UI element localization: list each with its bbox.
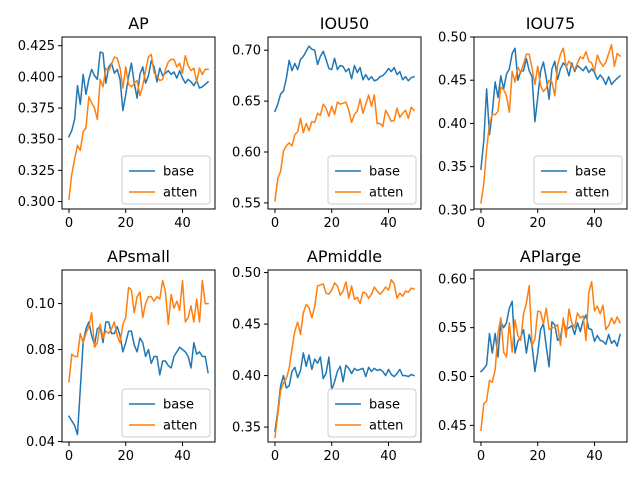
x-tick-label: 20 (117, 216, 134, 231)
y-tick-label: 0.350 (18, 133, 55, 148)
series-line-base (479, 300, 621, 373)
legend: base atten (121, 155, 211, 205)
x-tick-label: 20 (323, 449, 340, 464)
series-line-base (67, 321, 209, 436)
x-tick-label: 0 (65, 216, 73, 231)
legend-label-base: base (369, 165, 400, 180)
series-line-atten (274, 94, 416, 202)
legend-label-atten: atten (369, 186, 403, 201)
series-line-atten (68, 279, 209, 383)
subplot-title: IOU50 (320, 14, 369, 33)
y-tick-label: 0.04 (26, 435, 55, 450)
y-tick-label: 0.55 (438, 321, 467, 336)
legend: base atten (327, 388, 417, 438)
y-tick-label: 0.375 (18, 102, 55, 117)
y-tick-label: 0.325 (18, 164, 55, 179)
axes-frame (267, 36, 422, 210)
legend: base atten (533, 155, 623, 205)
subplot-1: 0 20 40 0.300 0.325 0.350 0.375 0.400 0.425 AP bas… (18, 14, 216, 231)
x-tick-label: 40 (586, 449, 603, 464)
legend-label-atten: atten (575, 186, 609, 201)
y-tick-label: 0.35 (232, 421, 261, 436)
y-tick-label: 0.65 (232, 95, 261, 110)
x-tick-label: 40 (586, 216, 603, 231)
x-tick-label: 20 (323, 216, 340, 231)
subplot-title: AP (128, 14, 149, 33)
axes-frame (267, 269, 422, 443)
y-tick-label: 0.40 (438, 117, 467, 132)
x-tick-label: 40 (174, 216, 191, 231)
subplot-4: 0 20 40 0.04 0.06 0.08 0.10 APsmall base atten (26, 247, 216, 464)
y-tick-label: 0.45 (438, 74, 467, 89)
subplot-6: 0 20 40 0.45 0.50 0.55 0.60 APlarge (438, 247, 628, 464)
x-tick-label: 40 (174, 449, 191, 464)
legend-label-base: base (163, 398, 194, 413)
x-tick-label: 20 (117, 449, 134, 464)
subplot-2: 0 20 40 0.55 0.60 0.65 0.70 IOU50 base atten (232, 14, 422, 231)
series-line-base (480, 47, 622, 171)
series-line-atten (480, 280, 622, 432)
subplot-title: IOU75 (526, 14, 575, 33)
x-tick-label: 0 (65, 449, 73, 464)
y-tick-label: 0.50 (438, 31, 467, 46)
subplot-3: 0 20 40 0.30 0.35 0.40 0.45 0.50 IOU75 base atten (438, 14, 628, 231)
y-tick-label: 0.55 (232, 196, 261, 211)
y-tick-label: 0.45 (438, 419, 467, 434)
y-tick-label: 0.45 (232, 318, 261, 333)
x-tick-label: 0 (477, 449, 485, 464)
series-line-atten (68, 53, 209, 200)
x-tick-label: 40 (380, 216, 397, 231)
y-tick-label: 0.30 (438, 203, 467, 218)
legend-label-atten: atten (369, 419, 403, 434)
series-line-base (273, 45, 416, 113)
axes-frame (61, 269, 216, 443)
y-tick-label: 0.06 (26, 389, 55, 404)
x-tick-label: 0 (271, 449, 279, 464)
y-tick-label: 0.300 (18, 195, 55, 210)
legend-label-atten: atten (163, 186, 197, 201)
series-line-atten (480, 44, 622, 204)
x-tick-label: 20 (529, 216, 546, 231)
legend-label-atten: atten (163, 419, 197, 434)
y-tick-label: 0.60 (438, 272, 467, 287)
legend: base atten (327, 155, 417, 205)
y-tick-label: 0.425 (18, 39, 55, 54)
subplot-title: APmiddle (307, 247, 382, 266)
axes-frame (473, 269, 628, 443)
y-tick-label: 0.50 (438, 370, 467, 385)
x-tick-label: 40 (380, 449, 397, 464)
axes-frame (61, 36, 216, 210)
series-line-atten (274, 279, 416, 439)
subplot-5: 0 20 40 0.35 0.40 0.45 0.50 APmiddle base atten (232, 247, 422, 464)
legend-label-base: base (575, 165, 606, 180)
legend: base atten (121, 388, 211, 438)
series-line-base (274, 352, 416, 433)
legend-label-base: base (369, 398, 400, 413)
legend-label-base: base (163, 165, 194, 180)
y-tick-label: 0.08 (26, 343, 55, 358)
y-tick-label: 0.400 (18, 70, 55, 85)
y-tick-label: 0.10 (26, 297, 55, 312)
y-tick-label: 0.70 (232, 44, 261, 59)
y-tick-label: 0.60 (232, 146, 261, 161)
y-tick-label: 0.50 (232, 266, 261, 281)
x-tick-label: 0 (477, 216, 485, 231)
y-tick-label: 0.40 (232, 369, 261, 384)
x-tick-label: 0 (271, 216, 279, 231)
subplot-title: APsmall (107, 247, 170, 266)
x-tick-label: 20 (529, 449, 546, 464)
subplot-title: APlarge (520, 247, 581, 266)
y-tick-label: 0.35 (438, 160, 467, 175)
